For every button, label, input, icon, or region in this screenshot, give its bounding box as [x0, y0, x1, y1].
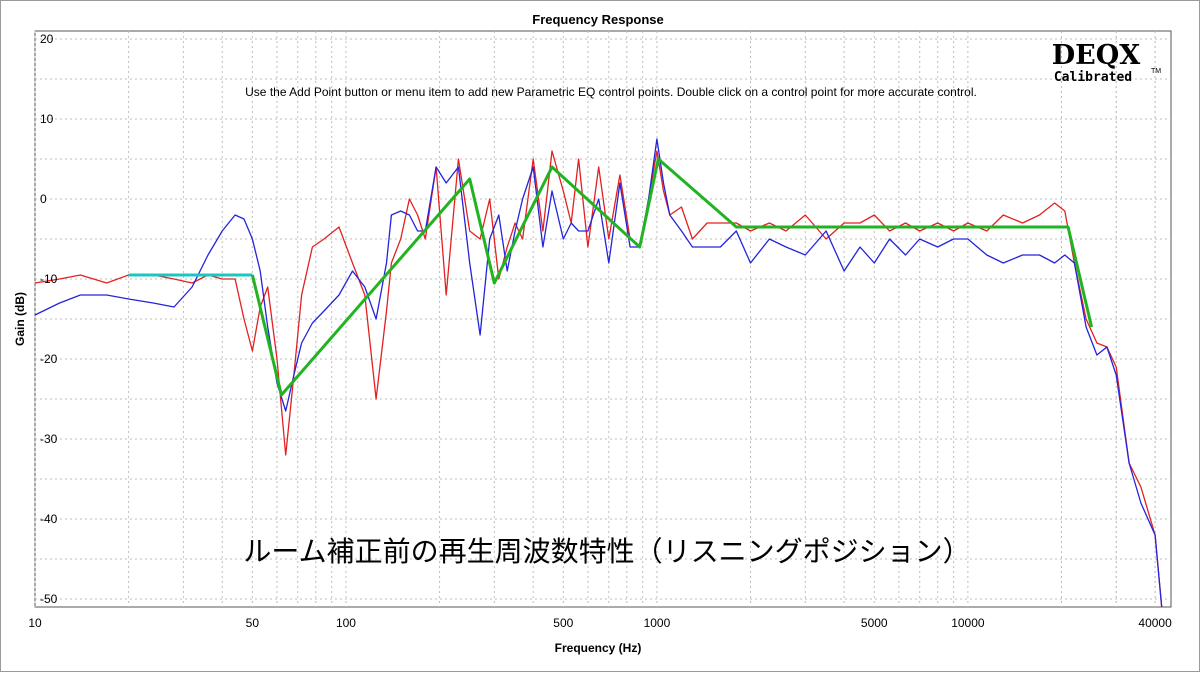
series-layer [34, 138, 1163, 608]
y-tick-label: 0 [40, 192, 47, 206]
x-tick-label: 1000 [644, 616, 671, 630]
y-tick-label: -50 [40, 592, 58, 606]
y-tick-label: -40 [40, 512, 58, 526]
deqx-logo: DEQX Calibrated TM [1052, 40, 1162, 85]
overlay-caption: ルーム補正前の再生周波数特性（リスニングポジション） [243, 535, 970, 568]
y-tick-label: -20 [40, 352, 58, 366]
grid [34, 31, 1171, 607]
logo-brand: DEQX [1052, 40, 1141, 71]
y-tick-label: -30 [40, 432, 58, 446]
y-tick-label: 10 [40, 112, 54, 126]
logo-subtitle: Calibrated [1054, 70, 1132, 85]
x-tick-label: 50 [246, 616, 260, 630]
x-axis-label: Frequency (Hz) [555, 641, 642, 655]
series-line-green [250, 157, 1094, 397]
y-tick-label: -10 [40, 272, 58, 286]
chart-title: Frequency Response [532, 12, 664, 27]
x-tick-label: 5000 [861, 616, 888, 630]
x-tick-label: 100 [336, 616, 356, 630]
tick-labels: 10 50 100 500 1000 5000 10000 4000020100-10-20-… [28, 32, 1172, 630]
x-tick-label: 40000 [1138, 616, 1172, 630]
instruction-text: Use the Add Point button or menu item to… [245, 85, 977, 99]
x-tick-label: 10000 [951, 616, 985, 630]
x-tick-label: 10 [28, 616, 42, 630]
y-axis-label: Gain (dB) [13, 292, 27, 346]
y-tick-label: 20 [40, 32, 54, 46]
x-tick-label: 500 [553, 616, 573, 630]
logo-trademark: TM [1151, 68, 1161, 75]
